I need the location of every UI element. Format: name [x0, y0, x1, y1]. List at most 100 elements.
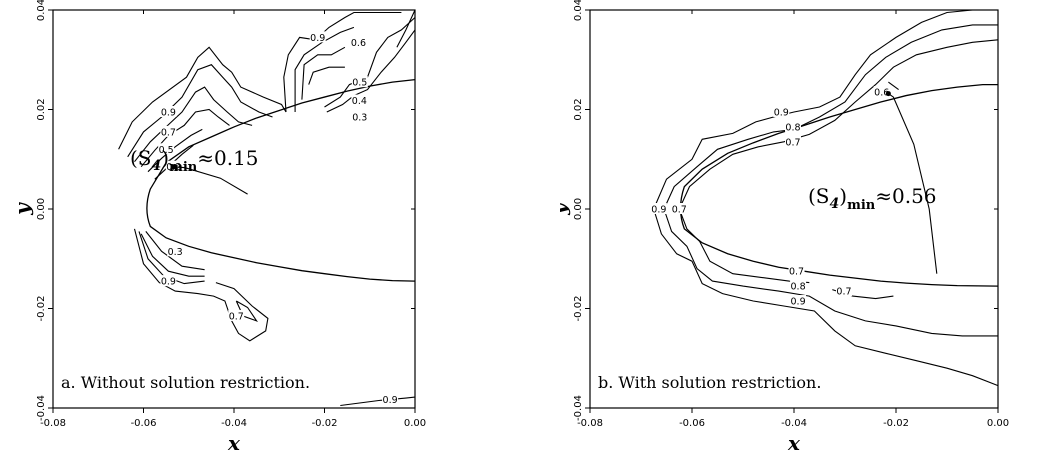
contour-label-bg — [309, 31, 326, 43]
contour-label-bg — [671, 203, 688, 214]
contour-label: 0.6 — [874, 88, 889, 99]
contour-line — [147, 128, 203, 173]
contour-label: 0.9 — [161, 107, 176, 118]
contour-line — [340, 396, 416, 407]
contour-label: 0.8 — [785, 122, 800, 133]
y-tick-label: -0.04 — [36, 395, 47, 421]
contour-label: 0.9 — [774, 107, 789, 118]
x-tick-label: 0.00 — [987, 418, 1009, 429]
x-tick-label: -0.08 — [577, 418, 603, 429]
contour-label: 0.7 — [836, 287, 851, 298]
panel-caption: b. With solution restriction. — [598, 373, 821, 392]
min-annotation-value: ≈0.56 — [875, 184, 936, 208]
y-tick-label: -0.04 — [573, 395, 584, 421]
min-annotation-prefix: (S — [808, 184, 830, 208]
contour-line — [134, 86, 253, 163]
contour-line — [133, 228, 269, 342]
contour-label-bg — [228, 309, 245, 321]
y-tick-label: 0.04 — [36, 0, 47, 21]
x-tick-label: -0.06 — [131, 418, 157, 429]
contour-line — [326, 29, 416, 113]
x-tick-label: -0.04 — [781, 418, 807, 429]
y-tick-label: -0.02 — [36, 296, 47, 322]
contour-line — [154, 144, 194, 180]
min-annotation-paren: ) — [161, 146, 169, 170]
contour-label-bg — [790, 280, 807, 292]
min-annotation-sub: 4 — [830, 196, 840, 212]
contour-label: 0.9 — [310, 33, 325, 44]
x-tick-label: 0.00 — [404, 418, 426, 429]
minimum-point-marker — [171, 164, 177, 170]
y-tick-label: -0.02 — [573, 296, 584, 322]
x-tick-label: -0.02 — [312, 418, 338, 429]
contour-line — [127, 64, 273, 158]
contour-label-bg — [773, 105, 790, 117]
contour-label: 0.7 — [789, 267, 804, 278]
contour-label-bg — [160, 125, 177, 137]
contour-label: 0.5 — [352, 78, 367, 89]
contour-line — [301, 46, 346, 100]
min-annotation: (S4)min≈0.56 — [808, 184, 937, 213]
contour-label-bg — [873, 86, 890, 98]
contour-label-bg — [350, 36, 367, 48]
contour-label: 0.9 — [651, 205, 666, 216]
contour-label: 0.5 — [159, 145, 174, 156]
x-tick-label: -0.02 — [883, 418, 909, 429]
contour-line — [283, 11, 402, 113]
annotation-arrow — [888, 93, 938, 274]
x-tick-label: -0.08 — [40, 418, 66, 429]
contour-line — [663, 24, 998, 210]
min-annotation-sub2: min — [847, 198, 876, 213]
contour-label-bg — [351, 76, 368, 88]
contour-line — [653, 208, 999, 387]
contour-label-bg — [158, 143, 175, 155]
body-outline — [146, 79, 416, 282]
contour-label-bg — [788, 265, 805, 277]
contour-label: 0.3 — [352, 112, 367, 123]
contour-label: 0.7 — [229, 311, 244, 322]
contour-label-bg — [790, 295, 807, 307]
contour-label-bg — [160, 105, 177, 117]
y-tick-label: 0.00 — [36, 198, 47, 220]
x-axis-label: x — [787, 431, 801, 455]
contour-label: 0.9 — [791, 297, 806, 308]
contour-line — [145, 231, 205, 271]
contour-line — [653, 9, 973, 210]
contour-label-bg — [784, 120, 801, 132]
y-axis-label: y — [10, 202, 34, 216]
contour-label: 0.8 — [791, 282, 806, 293]
y-tick-label: 0.04 — [573, 0, 584, 21]
min-annotation: (S4)min≈0.15 — [130, 146, 259, 175]
x-axis-label: x — [227, 431, 241, 455]
y-tick-label: 0.00 — [573, 198, 584, 220]
contour-label: 0.9 — [383, 395, 398, 406]
contour-line — [678, 208, 810, 284]
min-annotation-paren: ) — [839, 184, 847, 208]
contour-line — [118, 46, 287, 150]
contour-line — [140, 233, 205, 277]
plot-frame — [52, 9, 416, 409]
contour-label: 0.7 — [785, 137, 800, 148]
min-annotation-sub: 4 — [152, 158, 162, 174]
y-tick-label: 0.02 — [36, 98, 47, 120]
y-axis-label: y — [560, 202, 571, 216]
contour-label-bg — [650, 203, 667, 214]
contour-label: 0.6 — [351, 38, 366, 49]
contour-label-bg — [784, 135, 801, 147]
y-tick-label: 0.02 — [573, 98, 584, 120]
contour-label: 0.7 — [672, 205, 687, 216]
contour-label-bg — [382, 393, 399, 405]
x-tick-label: -0.06 — [679, 418, 705, 429]
panel-a-chart: -0.08 -0.06 -0.04 -0.02 0.00 -0.04 -0.02 0.00 0.… — [10, 0, 426, 455]
min-annotation-sub2: min — [169, 160, 198, 175]
annotation-arrow — [173, 166, 248, 195]
min-annotation-prefix: (S — [130, 146, 152, 170]
panel-b-chart: -0.08 -0.06 -0.04 -0.02 0.00 -0.04 -0.02 0.00 0.… — [560, 0, 1009, 455]
contour-label: 0.4 — [352, 96, 367, 107]
contour-line — [308, 66, 345, 85]
contour-line — [678, 39, 999, 210]
contour-line — [324, 17, 416, 108]
panel-caption: a. Without solution restriction. — [61, 373, 310, 392]
contour-line — [888, 81, 899, 91]
x-tick-label: -0.04 — [221, 418, 247, 429]
